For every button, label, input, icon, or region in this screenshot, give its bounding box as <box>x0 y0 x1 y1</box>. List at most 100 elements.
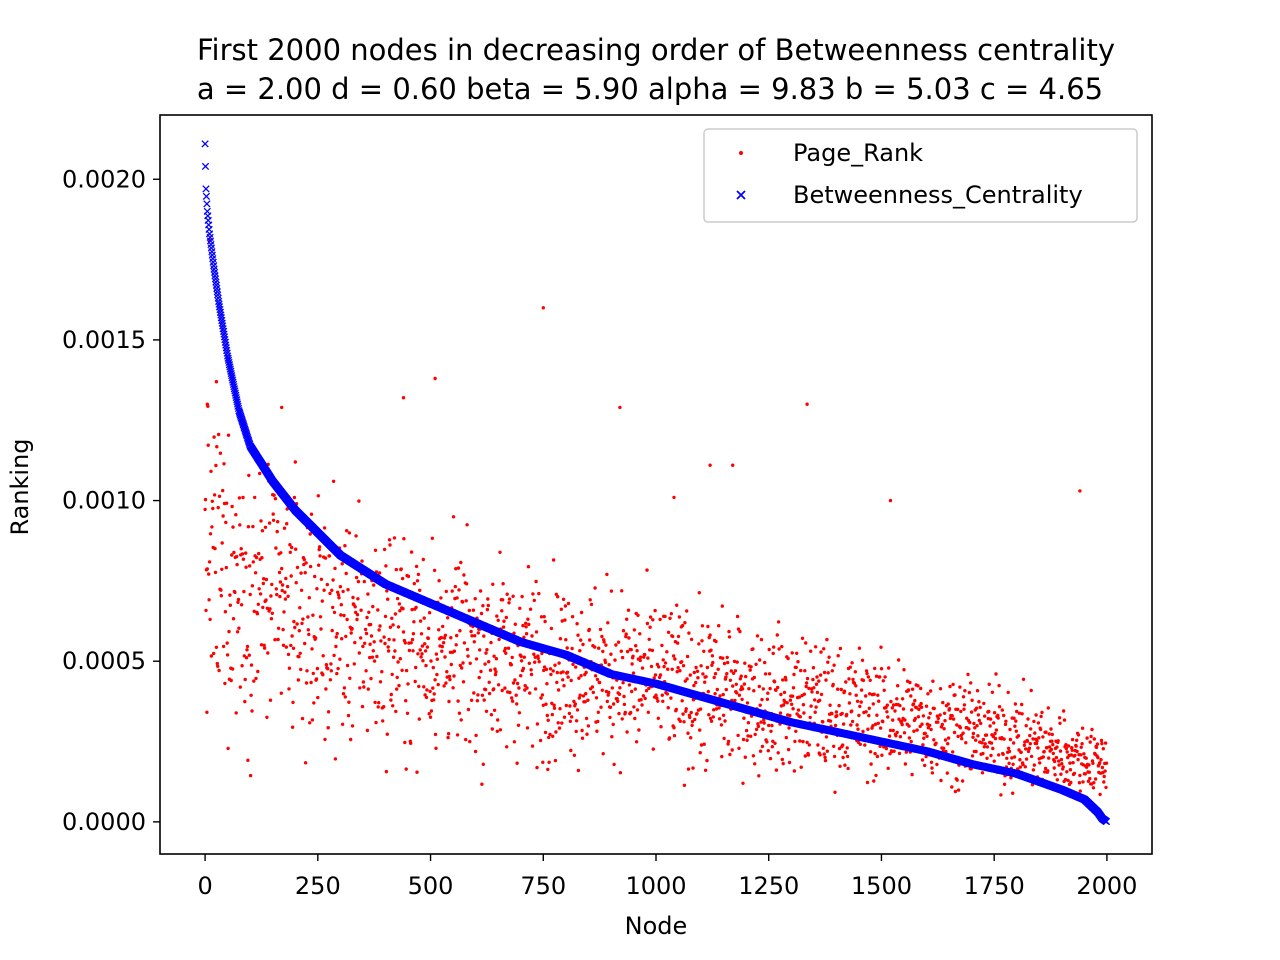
page-rank-point <box>256 602 260 606</box>
page-rank-point <box>406 682 410 686</box>
page-rank-point <box>394 567 398 572</box>
page-rank-point <box>940 722 944 727</box>
page-rank-point <box>742 716 746 720</box>
page-rank-point <box>941 700 945 705</box>
page-rank-point <box>1004 719 1008 723</box>
page-rank-point <box>629 710 633 715</box>
page-rank-point <box>1059 772 1063 776</box>
page-rank-point <box>299 588 304 592</box>
page-rank-point <box>482 698 486 702</box>
page-rank-point <box>541 760 545 764</box>
page-rank-point <box>757 684 761 689</box>
page-rank-point <box>613 658 617 662</box>
page-rank-point <box>1064 746 1069 751</box>
page-rank-point <box>942 727 946 731</box>
page-rank-point <box>522 655 526 659</box>
page-rank-point <box>341 589 345 594</box>
page-rank-point <box>253 495 257 500</box>
betweenness-point <box>202 192 211 201</box>
page-rank-point <box>465 647 470 652</box>
page-rank-point <box>526 565 531 569</box>
page-rank-point <box>867 706 871 710</box>
page-rank-point <box>1075 749 1079 754</box>
page-rank-point <box>1058 749 1063 753</box>
page-rank-point <box>728 678 733 682</box>
page-rank-point <box>623 710 627 715</box>
page-rank-point <box>238 685 242 689</box>
page-rank-point <box>1087 770 1092 774</box>
page-rank-point <box>932 706 936 711</box>
page-rank-point <box>893 709 897 713</box>
page-rank-point <box>409 741 413 745</box>
page-rank-point <box>1029 727 1033 731</box>
page-rank-point <box>878 675 882 679</box>
page-rank-point <box>741 781 745 785</box>
page-rank-point <box>772 645 776 649</box>
page-rank-point <box>441 624 445 629</box>
page-rank-point <box>819 692 824 697</box>
page-rank-point <box>476 631 480 635</box>
page-rank-point <box>974 749 978 754</box>
y-tick-label: 0.0020 <box>62 165 146 193</box>
page-rank-point <box>1045 745 1049 750</box>
page-rank-point <box>749 734 753 738</box>
page-rank-point <box>785 701 789 705</box>
page-rank-point <box>1075 738 1079 742</box>
page-rank-point <box>847 677 851 681</box>
page-rank-point <box>1069 780 1073 785</box>
page-rank-point <box>1092 781 1096 785</box>
page-rank-point <box>980 771 985 775</box>
page-rank-point <box>859 700 863 704</box>
page-rank-point <box>1058 721 1062 725</box>
page-rank-point <box>1076 757 1080 762</box>
page-rank-point <box>509 663 513 667</box>
page-rank-point <box>923 763 927 768</box>
page-rank-point <box>518 606 522 610</box>
page-rank-point <box>307 596 311 600</box>
page-rank-point <box>855 699 860 703</box>
page-rank-point <box>428 715 433 719</box>
page-rank-point <box>600 688 604 692</box>
page-rank-point <box>928 689 933 693</box>
page-rank-point <box>578 693 582 697</box>
page-rank-point <box>884 746 889 751</box>
page-rank-point <box>717 624 721 628</box>
page-rank-point <box>207 560 212 564</box>
page-rank-point <box>865 780 870 785</box>
page-rank-point <box>226 433 231 437</box>
page-rank-point <box>231 525 235 529</box>
page-rank-point <box>717 706 721 710</box>
page-rank-point <box>497 637 501 642</box>
page-rank-point <box>1078 489 1082 493</box>
page-rank-point <box>479 669 483 674</box>
page-rank-point <box>382 547 387 552</box>
page-rank-point <box>597 646 601 650</box>
page-rank-point <box>431 686 435 690</box>
page-rank-point <box>695 669 700 673</box>
page-rank-point <box>969 710 974 714</box>
page-rank-point <box>383 614 388 619</box>
page-rank-point <box>928 711 932 715</box>
page-rank-point <box>326 667 330 671</box>
page-rank-point <box>343 544 347 548</box>
page-rank-point <box>388 625 393 629</box>
page-rank-point <box>308 532 312 536</box>
page-rank-point <box>864 669 869 673</box>
page-rank-point <box>1042 749 1046 754</box>
page-rank-point <box>717 717 722 721</box>
page-rank-point <box>1099 738 1104 743</box>
page-rank-point <box>781 761 785 766</box>
page-rank-point <box>207 598 211 602</box>
page-rank-point <box>571 662 575 667</box>
page-rank-point <box>955 723 959 727</box>
page-rank-point <box>440 644 444 649</box>
page-rank-point <box>1011 791 1015 795</box>
page-rank-point <box>286 594 290 598</box>
page-rank-point <box>989 753 993 758</box>
page-rank-point <box>839 687 843 692</box>
page-rank-point <box>233 590 237 595</box>
page-rank-point <box>460 666 464 670</box>
page-rank-point <box>458 663 462 668</box>
page-rank-point <box>1093 777 1098 781</box>
